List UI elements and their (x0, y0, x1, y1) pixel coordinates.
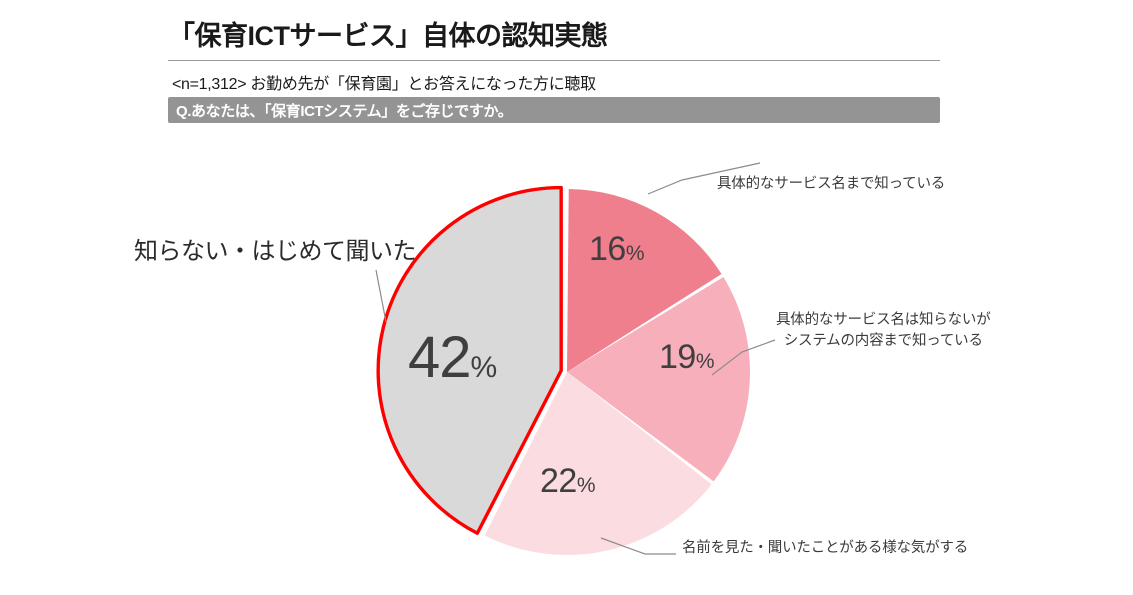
slice-category-line-1-2: システムの内容まで知っている (783, 333, 983, 350)
slice-category-line-0-1: 具体的なサービス名まで知っている (717, 176, 946, 192)
slice-category-line-3-1: 知らない・はじめて聞いた (134, 238, 417, 265)
slice-value-2: 22 (540, 462, 577, 500)
leader-line-slice-1 (711, 339, 776, 376)
slice-category-label-3: 知らない・はじめて聞いた (134, 235, 417, 270)
slice-category-line-2-1: 名前を見た・聞いたことがある様な気がする (682, 540, 968, 556)
leader-line-slice-3 (375, 269, 387, 323)
slice-value-label-0: 16% (589, 230, 645, 269)
slice-category-label-0: 具体的なサービス名まで知っている (717, 174, 945, 195)
slice-value-label-3: 42% (408, 324, 497, 391)
slice-value-label-1: 19% (659, 338, 715, 377)
pie-slice-1 (567, 277, 751, 482)
leader-lines (375, 162, 776, 555)
pie-slice-0 (567, 189, 722, 372)
pie-slices (376, 185, 751, 555)
slice-percent-sign-1: % (695, 350, 715, 373)
leader-line-slice-0 (647, 162, 761, 195)
pie-slice-2 (484, 372, 712, 555)
question-bar: Q.あなたは、「保育ICTシステム」をご存じですか。 (168, 97, 940, 123)
pie-chart-svg (375, 162, 776, 555)
slice-value-label-2: 22% (540, 462, 596, 501)
sample-size-note: <n=1,312> お勤め先が「保育園」とお答えになった方に聴取 (172, 76, 596, 93)
slice-percent-sign-3: % (470, 351, 498, 384)
slice-value-0: 16 (589, 230, 626, 268)
slice-category-line-1-1: 具体的なサービス名は知らないが (776, 312, 991, 328)
title-divider (168, 60, 940, 61)
slice-category-label-2: 名前を見た・聞いたことがある様な気がする (682, 538, 968, 559)
slice-percent-sign-2: % (576, 474, 596, 497)
slice-percent-sign-0: % (625, 242, 645, 265)
question-text: Q.あなたは、「保育ICTシステム」をご存じですか。 (176, 103, 513, 120)
slice-category-label-1: 具体的なサービス名は知らないが システムの内容まで知っている (776, 310, 991, 352)
leader-line-slice-2 (600, 537, 676, 555)
slice-value-3: 42 (408, 325, 472, 390)
slice-value-1: 19 (659, 338, 696, 376)
pie-slice-3 (376, 185, 563, 535)
pie-chart: 16% 19% 22% 42% 具体的なサービス名まで知っている 具体的なサービ… (0, 130, 1133, 595)
page-title: 「保育ICTサービス」自体の認知実態 (168, 21, 608, 51)
